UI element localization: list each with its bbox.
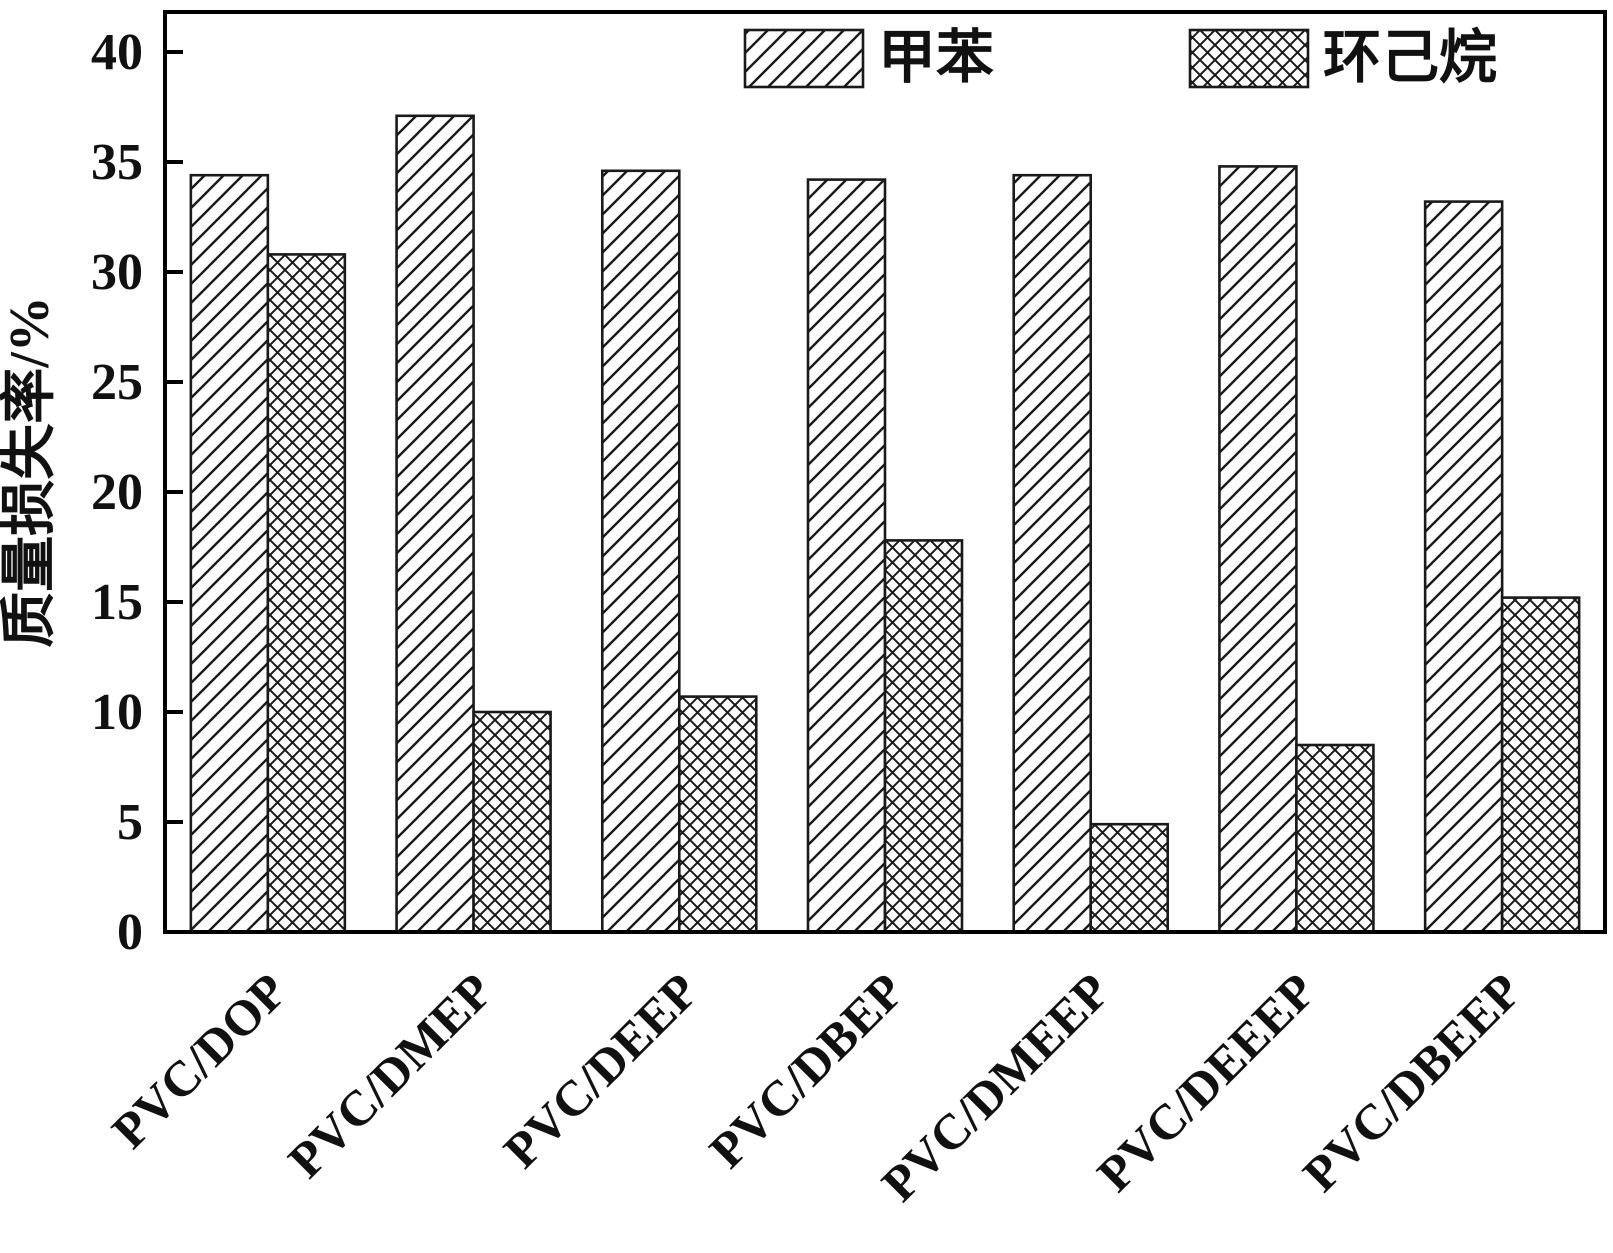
- bar-series1-PVC-DMEP: [395, 114, 475, 934]
- y-axis-title: 质量损失率/%: [0, 296, 61, 648]
- y-tick-label: 30: [91, 244, 143, 301]
- x-category-label-PVC-DEEP: PVC/DEEP: [493, 962, 709, 1178]
- y-tick-label: 10: [91, 684, 143, 741]
- legend: 甲苯 环己烷: [743, 25, 1497, 90]
- y-tick-label: 20: [91, 464, 143, 521]
- bar-series1-PVC-DEEEP: [1218, 165, 1298, 934]
- bar-series2-PVC-DEEEP: [1295, 743, 1375, 934]
- legend-swatch-series1: [743, 28, 865, 89]
- y-tick-label: 25: [91, 354, 143, 411]
- y-tick-label: 5: [117, 794, 143, 851]
- bar-series2-PVC-DMEP: [472, 710, 552, 934]
- bar-series1-PVC-DEEP: [600, 169, 681, 934]
- plot-border: [163, 10, 1607, 934]
- y-tick-label: 15: [91, 574, 143, 631]
- bar-series1-PVC-DOP: [189, 173, 270, 934]
- y-tick-label: 0: [117, 904, 143, 961]
- bar-series2-PVC-DBEEP: [1500, 596, 1581, 934]
- legend-swatch-series2: [1188, 28, 1310, 89]
- bar-series1-PVC-DMEEP: [1012, 173, 1093, 934]
- y-tick-label: 35: [91, 134, 143, 191]
- bar-series2-PVC-DMEEP: [1089, 822, 1170, 934]
- legend-label-series2: 环己烷: [1323, 25, 1497, 90]
- legend-label-series1: 甲苯: [878, 25, 994, 90]
- axes-layer: [163, 10, 1607, 934]
- x-category-label-PVC-DEEEP: PVC/DEEEP: [1086, 962, 1326, 1202]
- bars-layer: [189, 114, 1581, 934]
- bar-series2-PVC-DBEP: [883, 539, 964, 934]
- bar-series1-PVC-DBEP: [806, 178, 887, 934]
- y-tick-label: 40: [91, 24, 143, 81]
- bar-series2-PVC-DOP: [266, 253, 347, 934]
- x-category-label-PVC-DBEEP: PVC/DBEEP: [1292, 962, 1532, 1202]
- bar-series2-PVC-DEEP: [677, 695, 758, 934]
- x-category-label-PVC-DMEP: PVC/DMEP: [277, 962, 503, 1188]
- x-category-label-PVC-DBEP: PVC/DBEP: [698, 962, 914, 1178]
- x-category-label-PVC-DOP: PVC/DOP: [101, 962, 298, 1159]
- bar-series1-PVC-DBEEP: [1423, 200, 1504, 934]
